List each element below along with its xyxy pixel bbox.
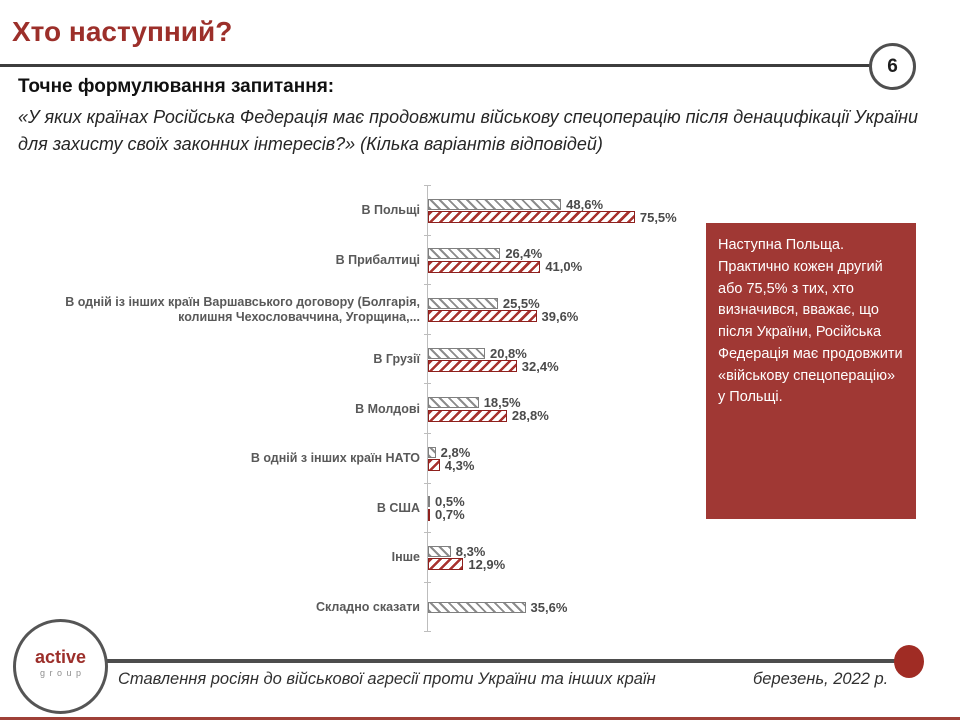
callout-box: Наступна Польща. Практично кожен другий … (706, 223, 916, 519)
value-label: 75,5% (639, 209, 677, 225)
title-underline (0, 64, 871, 67)
category-label: В одній із інших країн Варшавського дого… (65, 294, 420, 324)
bar-line: 12,9% (428, 556, 685, 572)
value-label: 48,6% (566, 196, 604, 212)
value-label: 18,5% (483, 395, 521, 411)
footer-divider-line (104, 659, 902, 663)
bar-line: 2,8% (428, 444, 685, 460)
bars-area: 48,6% 75,5% (424, 185, 685, 236)
chart-row: В США 0,5% 0,7% (35, 483, 685, 534)
bar-line: 0,7% (428, 507, 685, 523)
bar-gray-series (428, 347, 485, 359)
bars-area: 18,5% 28,8% (424, 384, 685, 434)
category-label: В Польщі (361, 203, 420, 218)
footer-caption: Ставлення росіян до військової агресії п… (118, 670, 656, 688)
bar-line: 28,8% (428, 408, 685, 424)
bars-area: 2,8% 4,3% (424, 433, 685, 484)
chart-row: В Польщі 48,6% 75,5% (35, 185, 685, 236)
value-label: 25,5% (502, 295, 540, 311)
value-label: 0,5% (435, 494, 465, 510)
bars-area: 25,5% 39,6% (424, 285, 685, 335)
bar-line: 41,0% (428, 259, 685, 275)
footer-date: березень, 2022 р. (753, 670, 889, 688)
chart-row: В одній з інших країн НАТО 2,8% 4,3% (35, 433, 685, 484)
active-group-logo: active group (13, 619, 108, 714)
bar-red-series (428, 558, 464, 571)
value-label: 32,4% (521, 358, 559, 374)
chart-row: Інше 8,3% 12,9% (35, 533, 685, 583)
bar-gray-series (428, 397, 479, 409)
value-label: 0,7% (435, 507, 465, 523)
bar-line: 8,3% (428, 543, 685, 559)
value-label: 2,8% (440, 444, 471, 460)
bar-line: 4,3% (428, 457, 685, 473)
bar-red-series (428, 508, 430, 521)
bar-line: 0,5% (428, 494, 685, 510)
bar-chart: В Польщі 48,6% 75,5% В Прибалтиці 26,4% 41,0%… (35, 185, 685, 633)
value-label: 12,9% (468, 556, 506, 572)
bar-red-series (428, 260, 541, 273)
bar-gray-series (428, 446, 436, 458)
value-label: 8,3% (455, 543, 486, 559)
chart-row: В Грузії 20,8% 32,4% (35, 334, 685, 385)
value-label: 39,6% (541, 308, 579, 324)
bar-line: 32,4% (428, 358, 685, 374)
page-number-badge: 6 (869, 43, 916, 90)
bar-red-series (428, 360, 517, 373)
bar-gray-series (428, 496, 430, 508)
bar-line: 26,4% (428, 246, 685, 262)
bottom-accent-strip (0, 717, 960, 720)
category-label: В Прибалтиці (335, 252, 420, 267)
bar-gray-series (428, 602, 526, 614)
logo-text-group: group (39, 668, 86, 678)
category-label: В Грузії (373, 352, 420, 367)
bar-red-series (428, 459, 440, 472)
callout-text: Наступна Польща. Практично кожен другий … (718, 237, 903, 406)
value-label: 4,3% (444, 457, 475, 473)
chart-row: В Прибалтиці 26,4% 41,0% (35, 235, 685, 286)
bars-area: 8,3% 12,9% (424, 533, 685, 583)
bar-line: 18,5% (428, 395, 685, 411)
bar-line: 75,5% (428, 209, 685, 225)
chart-row: В Молдові 18,5% 28,8% (35, 384, 685, 434)
bar-gray-series (428, 248, 501, 260)
bar-gray-series (428, 545, 451, 557)
bars-area: 0,5% 0,7% (424, 483, 685, 534)
bar-red-series (428, 211, 635, 224)
value-label: 35,6% (530, 600, 568, 616)
value-label: 20,8% (489, 345, 527, 361)
page-title: Хто наступний? (12, 16, 233, 47)
category-label: Інше (391, 550, 420, 565)
logo-text-active: active (34, 647, 87, 667)
bar-red-series (428, 310, 537, 323)
page-number: 6 (887, 55, 898, 77)
bar-line: 35,6% (428, 600, 685, 616)
bars-area: 35,6% (424, 582, 685, 633)
question-text: «У яких країнах Російська Федерація має … (18, 107, 919, 154)
category-label: Складно сказати (315, 600, 420, 615)
value-label: 28,8% (511, 408, 549, 424)
question-label: Точне формулювання запитання: (18, 76, 335, 97)
category-label: В одній з інших країн НАТО (250, 451, 420, 466)
value-label: 41,0% (545, 259, 583, 275)
bar-gray-series (428, 198, 562, 210)
bars-area: 26,4% 41,0% (424, 235, 685, 286)
bar-line: 20,8% (428, 345, 685, 361)
bar-line: 25,5% (428, 295, 685, 311)
chart-row: В одній із інших країн Варшавського дого… (35, 285, 685, 335)
bar-red-series (428, 409, 507, 422)
footer-red-dot (894, 645, 924, 678)
bar-gray-series (428, 297, 498, 309)
bars-area: 20,8% 32,4% (424, 334, 685, 385)
bar-line: 39,6% (428, 308, 685, 324)
value-label: 26,4% (505, 246, 543, 262)
category-label: В Молдові (355, 401, 420, 416)
category-label: В США (376, 500, 420, 515)
chart-row: Складно сказати 35,6% (35, 582, 685, 633)
bar-line: 48,6% (428, 196, 685, 212)
